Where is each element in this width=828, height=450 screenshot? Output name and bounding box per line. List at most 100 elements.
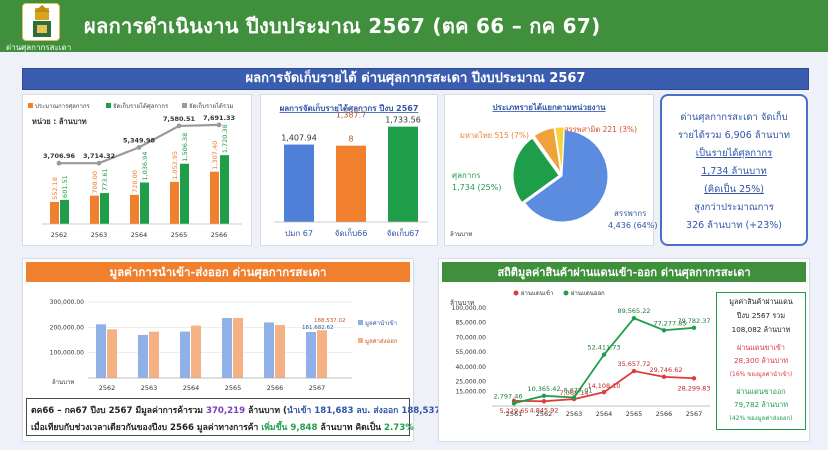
legend-import-swatch — [358, 320, 363, 325]
point-in-2562 — [541, 399, 547, 404]
xtick-2564: 2564 — [596, 410, 613, 418]
xtick-2566: 2566 — [267, 384, 284, 392]
ytick-1: 85,000.00 — [455, 320, 486, 327]
label-total-2562: 3,706.96 — [43, 152, 76, 160]
xtick-2564: 2564 — [131, 231, 148, 239]
label-total-2565: 7,580.51 — [163, 115, 196, 123]
label-in-2565: 35,657.72 — [617, 360, 650, 368]
trade-note-1c: ล้านบาท ( — [245, 406, 287, 416]
revenue-banner: ผลการจัดเก็บรายได้ ด่านศุลกากรสะเดา ปีงบ… — [22, 68, 809, 90]
label-collected-2562: 601.51 — [61, 175, 69, 198]
xlabel: ล้านบาท — [52, 379, 74, 386]
bar-export-2564 — [191, 325, 201, 378]
xtick-2565: 2565 — [626, 410, 643, 418]
summary-box: ด่านศุลกากรสะเดา จัดเก็บ รายได้รวม 6,906… — [660, 94, 808, 246]
label-in-2567: 28,299.83 — [677, 384, 710, 392]
bar-import-2563 — [138, 334, 148, 378]
legend-label-2: จัดเก็บรายได้รวม — [189, 101, 234, 110]
label-collected-2564: 1,036.94 — [141, 152, 149, 181]
bar-export-2567 — [317, 330, 327, 378]
point-in-2566 — [661, 374, 667, 380]
bar-estimate-2564 — [130, 194, 139, 224]
legend-swatch-1 — [106, 103, 111, 108]
transit-t1: มูลค่าสินค้าผ่านแดน — [729, 297, 793, 306]
xtick-2565: 2565 — [225, 384, 242, 392]
ytick-2: 70,000.00 — [455, 334, 486, 341]
bar-collected-2562 — [60, 199, 69, 224]
slice-sub-1: 1,734 (25%) — [452, 183, 501, 192]
trade-note-1a: ตค66 – กค67 ปีงบ 2567 มีมูลค่าการค้ารวม — [31, 406, 206, 416]
slice-3 — [554, 126, 565, 174]
chart2-title: ผลการจัดเก็บรายได้ศุลกากร ปีงบ 2567 — [280, 102, 419, 114]
xtick-ปมก 67: ปมก 67 — [285, 229, 313, 238]
label-in-2562: 4,845.92 — [530, 406, 559, 414]
label-collected-2565: 1,506.38 — [181, 133, 189, 162]
xtick-2562: 2562 — [99, 384, 116, 392]
point-total-2563 — [96, 160, 102, 166]
summary-line-7: 326 ล้านบาท (+23%) — [686, 220, 782, 231]
page-title: ผลการดำเนินงาน ปีงบประมาณ 2567 (ตค 66 – … — [84, 14, 601, 38]
xtick-2564: 2564 — [183, 384, 200, 392]
point-out-2563 — [571, 395, 577, 400]
summary-line-4: 1,734 ล้านบาท — [701, 166, 767, 177]
point-total-2564 — [136, 145, 142, 150]
trade-note-line-1: ตค66 – กค67 ปีงบ 2567 มีมูลค่าการค้ารวม … — [31, 403, 461, 417]
bar-estimate-2565 — [170, 181, 179, 224]
summary-line-6: สูงกว่าประมาณการ — [694, 202, 774, 213]
bar-import-2566 — [264, 322, 274, 378]
transit-t7: ผ่านแดนขาออก — [736, 387, 786, 396]
legend-in: ผ่านแดนเข้า — [521, 290, 553, 297]
trade-note-2d: 2.73% — [384, 423, 414, 433]
chart4-title-bg — [26, 262, 410, 282]
bar-estimate-2563 — [90, 195, 99, 224]
xtick-จัดเก็บ66: จัดเก็บ66 — [335, 228, 368, 238]
label-total-2563: 3,714.32 — [83, 152, 115, 160]
label-collected-2563: 773.61 — [101, 168, 109, 191]
transit-t4: ผ่านแดนขาเข้า — [737, 343, 785, 352]
ytick-0: 100,000.00 — [452, 305, 487, 312]
label-estimate-2562: 552.18 — [51, 177, 59, 200]
point-out-2565 — [631, 316, 637, 321]
point-out-2562 — [541, 393, 547, 399]
ytick-6: 15,000.00 — [455, 388, 486, 395]
slice-label-0: สรรพากร — [614, 209, 647, 218]
transit-t8: 79,782 ล้านบาท — [733, 400, 789, 409]
slice-label-1: ศุลกากร — [452, 171, 481, 180]
legend-out: ผ่านแดนออก — [571, 290, 605, 297]
chart5-title: สถิติมูลค่าสินค้าผ่านแดนเข้า-ออก ด่านศุล… — [497, 266, 750, 280]
bar-collected-2565 — [180, 163, 189, 224]
point-in-2565 — [631, 368, 637, 374]
xtick-จัดเก็บ67: จัดเก็บ67 — [387, 228, 420, 238]
bar-import-2565 — [222, 318, 232, 378]
ytick-5: 25,000.00 — [455, 379, 486, 386]
bar-estimate-2562 — [50, 201, 59, 224]
bar-export-2565 — [233, 317, 243, 378]
emblem-icon — [33, 5, 51, 37]
value-จัดเก็บ67: 1,733.56 — [385, 116, 421, 125]
trade-note-2c: ล้านบาท คิดเป็น — [317, 423, 385, 433]
label-out-2564: 52,411.73 — [587, 344, 620, 352]
label-out-2567: 79,782.37 — [677, 317, 710, 325]
xtick-2566: 2566 — [656, 410, 673, 418]
slice-sub-0: 4,436 (64%) — [608, 221, 657, 230]
trade-note-line-2: เมื่อเทียบกับช่วงเวลาเดียวกันของปีงบ 256… — [31, 420, 414, 434]
transit-trade-chart: สถิติมูลค่าสินค้าผ่านแดนเข้า-ออก ด่านศุล… — [442, 262, 806, 418]
slice-label-3: สรรพสามิต 221 (3%) — [564, 125, 637, 134]
point-out-2566 — [661, 328, 667, 333]
xtick-2566: 2566 — [211, 231, 228, 239]
value-จัดเก็บ66: 1,387.7 — [336, 111, 367, 120]
label-in-2566: 29,746.62 — [649, 366, 682, 374]
label-collected-2566: 1,720.38 — [221, 124, 229, 153]
trade-note-2a: เมื่อเทียบกับช่วงเวลาเดียวกันของปีงบ 256… — [31, 423, 262, 433]
legend-import: มูลค่านำเข้า — [365, 320, 397, 327]
bar-collected-2564 — [140, 182, 149, 224]
transit-t2: ปีงบ 2567 รวม — [736, 311, 786, 320]
customs-logo — [22, 3, 60, 41]
legend-export: มูลค่าส่งออก — [365, 338, 398, 345]
office-name: ด่านศุลกากรสะเดา — [6, 43, 72, 52]
xtick-2563: 2563 — [566, 410, 583, 418]
xtick-2567: 2567 — [686, 410, 703, 418]
value-ปมก 67: 1,407.94 — [281, 134, 317, 143]
bar-ปมก 67 — [284, 144, 314, 222]
point-total-2562 — [56, 160, 62, 166]
